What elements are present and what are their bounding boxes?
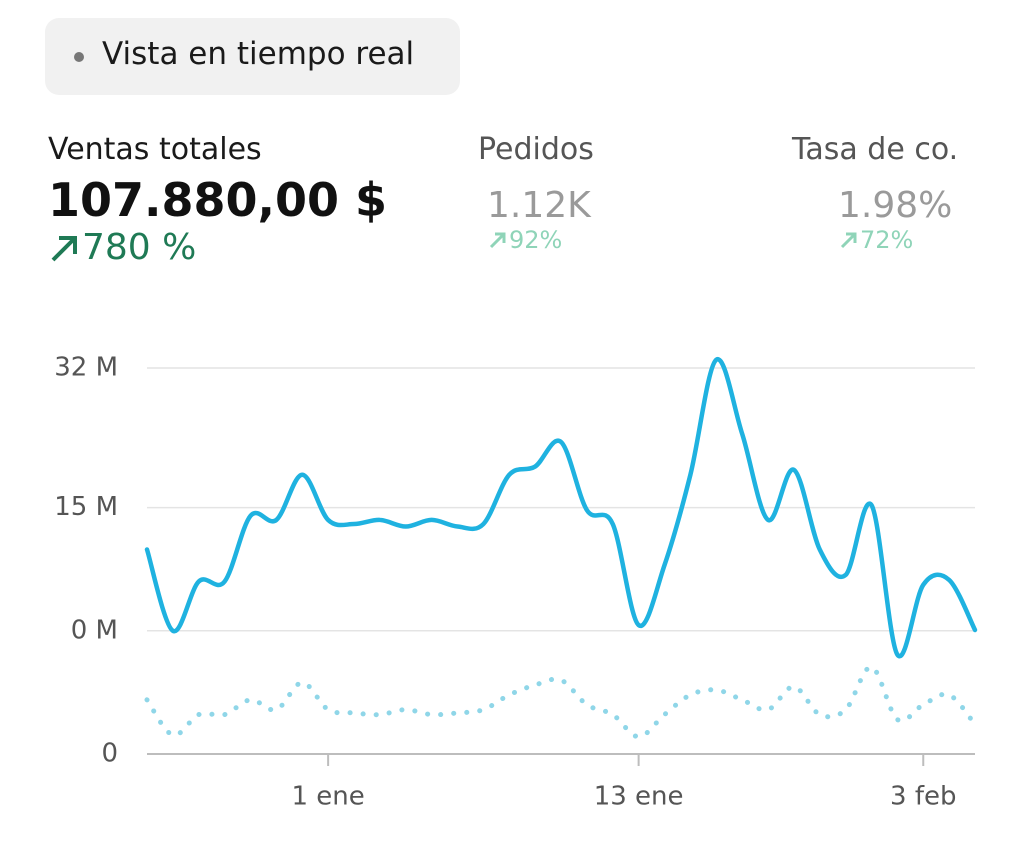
sales-line bbox=[144, 357, 978, 659]
metric-value: 1.12K bbox=[487, 185, 591, 226]
y-tick-label: 15 M bbox=[54, 492, 118, 522]
metric-change: 72% bbox=[860, 226, 914, 254]
metric-orders[interactable]: Pedidos 1.12K 92% bbox=[478, 132, 594, 254]
realtime-label: Vista en tiempo real bbox=[102, 36, 415, 72]
metric-change-row: 92% bbox=[487, 226, 594, 254]
arrow-up-icon bbox=[51, 235, 77, 261]
arrow-up-icon bbox=[489, 232, 506, 249]
metric-label: Pedidos bbox=[478, 132, 594, 167]
comparison-line bbox=[144, 664, 978, 740]
x-tick-label: 13 ene bbox=[594, 782, 684, 812]
realtime-button[interactable]: Vista en tiempo real bbox=[45, 18, 460, 95]
metric-label: Ventas totales bbox=[48, 132, 262, 167]
metric-conversion[interactable]: Tasa de co. 1.98% 72% bbox=[792, 132, 958, 254]
metric-change-row: 780 % bbox=[48, 227, 387, 268]
x-tick-label: 1 ene bbox=[291, 782, 364, 812]
metric-value: 107.880,00 $ bbox=[48, 173, 388, 227]
metric-value: 1.98% bbox=[838, 185, 953, 226]
metric-change-row: 72% bbox=[838, 226, 958, 254]
y-tick-label: 0 bbox=[101, 739, 118, 769]
x-tick-label: 3 feb bbox=[890, 782, 956, 812]
metric-change: 92% bbox=[509, 226, 563, 254]
metric-label: Tasa de co. bbox=[792, 132, 959, 167]
metric-sales[interactable]: Ventas totales 107.880,00 $ 780 % bbox=[48, 132, 387, 268]
y-tick-label: 0 M bbox=[71, 615, 118, 645]
arrow-up-icon bbox=[840, 232, 857, 249]
metric-change: 780 % bbox=[82, 227, 197, 268]
status-dot bbox=[74, 52, 84, 62]
y-tick-label: 32 M bbox=[54, 353, 118, 383]
